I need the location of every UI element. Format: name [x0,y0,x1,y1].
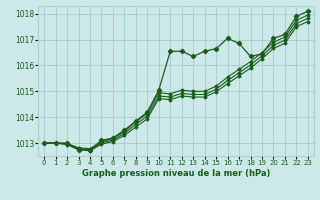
X-axis label: Graphe pression niveau de la mer (hPa): Graphe pression niveau de la mer (hPa) [82,169,270,178]
